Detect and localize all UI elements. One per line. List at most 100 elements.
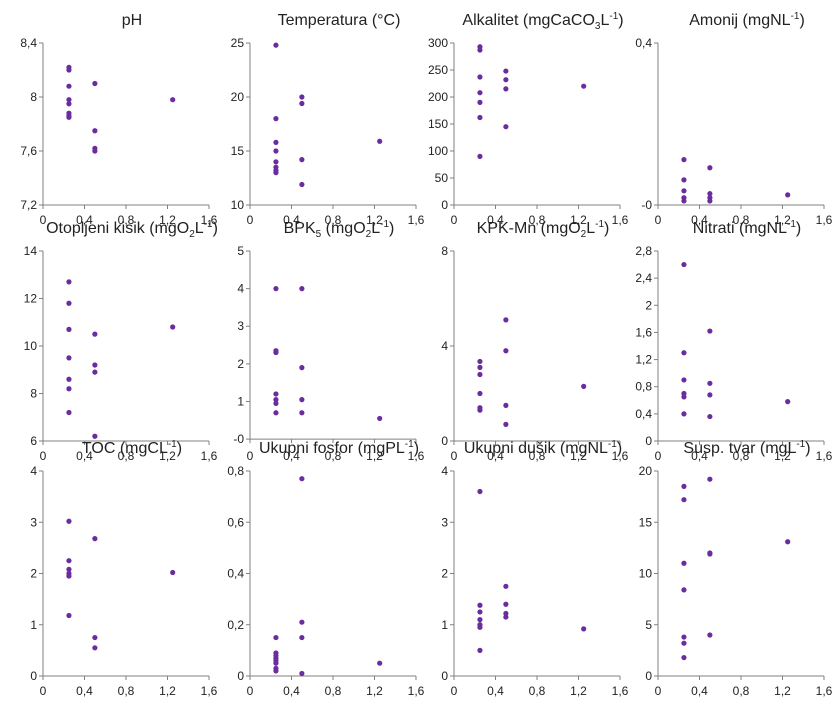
chart-panel-3: Alkalitet (mgCaCO3​L-1​) 0 50 100 150 200 250 3… <box>428 11 629 227</box>
y-tick-label: 100 <box>428 144 448 158</box>
data-point <box>273 391 279 397</box>
data-point <box>66 101 72 107</box>
data-point <box>66 558 72 564</box>
data-point <box>707 476 713 482</box>
chart-title: Alkalitet (mgCaCO3​L-1​) <box>462 11 623 32</box>
y-tick-label: 8 <box>30 387 37 401</box>
data-point <box>299 634 305 641</box>
data-point <box>66 386 72 392</box>
x-tick-label: 0,8 <box>733 684 750 698</box>
x-tick-label: 0,4 <box>691 684 708 698</box>
y-tick-label: 0 <box>441 669 448 683</box>
x-tick-label: 1,2 <box>366 684 383 698</box>
x-tick-label: 0,8 <box>325 213 342 227</box>
data-point <box>273 116 279 122</box>
chart-panel-5: Otopljeni kisik (mgO2​L-1​) 6 8 10 12 14 0 0,4 0… <box>24 219 218 463</box>
data-point <box>299 619 305 625</box>
data-point <box>707 551 713 557</box>
y-tick-label: 0,6 <box>227 515 244 529</box>
x-tick-label: 0,4 <box>76 449 93 463</box>
data-point <box>503 77 509 83</box>
data-point <box>681 560 687 566</box>
data-point <box>503 68 509 74</box>
y-tick-label: 2 <box>30 567 37 581</box>
y-tick-label: 10 <box>24 339 38 353</box>
y-tick-label: 8 <box>30 90 37 104</box>
y-tick-label: 0 <box>645 434 652 448</box>
y-tick-label: 3 <box>237 319 244 333</box>
data-point <box>477 358 483 365</box>
y-tick-label: 0,2 <box>227 618 244 632</box>
x-tick-label: 1,2 <box>570 684 587 698</box>
y-tick-label: 25 <box>231 36 245 50</box>
x-tick-label: 1,2 <box>774 449 791 463</box>
chart-title: Otopljeni kisik (mgO2​L-1​) <box>46 219 218 240</box>
data-point <box>477 624 483 630</box>
data-point <box>66 573 72 579</box>
y-tick-label: 1,2 <box>635 353 652 367</box>
x-tick-label: 0 <box>655 684 662 698</box>
x-tick-label: 1,6 <box>816 684 833 698</box>
y-tick-label: 250 <box>428 63 448 77</box>
data-point <box>299 365 305 371</box>
y-tick-label: 12 <box>24 292 38 306</box>
data-point <box>503 583 509 589</box>
chart-title: Ukupni fosfor (mgPL-1​) <box>259 439 419 457</box>
x-tick-label: 1,6 <box>408 449 425 463</box>
data-point <box>477 390 483 397</box>
data-point <box>681 394 687 400</box>
data-point <box>503 124 509 130</box>
y-tick-label: 0 <box>441 198 448 212</box>
data-point <box>707 392 713 398</box>
y-tick-label: 4 <box>237 282 244 296</box>
chart-panel-1: pH 7,2 7,6 8 8,4 0 0,4 0,8 1,2 1,6 <box>20 12 217 227</box>
data-point <box>681 497 687 503</box>
y-tick-label: 2 <box>645 298 652 312</box>
data-point <box>66 279 72 285</box>
data-point <box>92 331 98 337</box>
y-tick-label: 10 <box>231 198 245 212</box>
x-tick-label: 0,8 <box>118 213 135 227</box>
x-tick-label: 0 <box>247 449 254 463</box>
x-tick-label: 0 <box>40 684 47 698</box>
data-point <box>707 632 713 638</box>
x-tick-label: 1,2 <box>366 449 383 463</box>
x-tick-label: 0 <box>451 684 458 698</box>
data-point <box>273 159 279 165</box>
data-point <box>681 377 687 383</box>
data-point <box>581 383 587 389</box>
data-point <box>273 660 279 666</box>
data-point <box>477 114 483 121</box>
x-tick-label: 0,8 <box>118 449 135 463</box>
x-tick-label: 0,8 <box>325 684 342 698</box>
x-tick-label: 0,4 <box>487 213 504 227</box>
chart-title: Temperatura (°C) <box>278 12 401 29</box>
y-tick-label: 0 <box>237 669 244 683</box>
chart-panel-4: Amonij (mgNL-1​) -0 0,4 0 0,4 0,8 1,2 1,6 <box>635 11 832 227</box>
x-tick-label: 1,6 <box>408 684 425 698</box>
x-tick-label: 1,6 <box>816 213 833 227</box>
data-point <box>66 83 72 89</box>
data-point <box>681 483 687 489</box>
data-point <box>170 324 176 330</box>
x-tick-label: 0,8 <box>118 684 135 698</box>
y-tick-label: 10 <box>639 567 653 581</box>
data-point <box>477 47 483 53</box>
data-point <box>681 188 687 194</box>
data-point <box>377 660 383 666</box>
data-point <box>92 362 98 368</box>
y-tick-label: 15 <box>231 144 245 158</box>
y-tick-label: 50 <box>435 171 449 185</box>
data-point <box>92 645 98 651</box>
data-point <box>681 634 687 640</box>
chart-title: Amonij (mgNL-1​) <box>689 11 805 29</box>
data-point <box>707 380 713 386</box>
x-tick-label: 0,4 <box>691 213 708 227</box>
x-tick-label: 1,6 <box>408 213 425 227</box>
data-point <box>581 83 587 89</box>
data-point <box>681 411 687 417</box>
data-point <box>681 587 687 593</box>
x-tick-label: 0 <box>247 213 254 227</box>
y-tick-label: 4 <box>441 464 448 478</box>
